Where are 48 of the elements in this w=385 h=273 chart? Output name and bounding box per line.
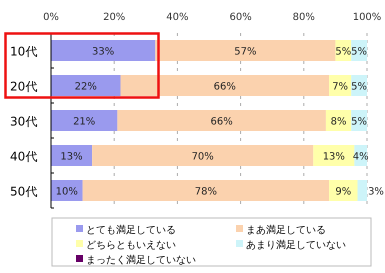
bar [51,75,121,96]
data-label: 10% [56,186,78,198]
x-tick-label: 100% [352,12,382,23]
legend-label: あまり満足していない [246,239,346,251]
x-tick-label: 40% [166,12,189,23]
bar [117,110,326,131]
bar [92,145,314,166]
legend-label: どちらともいえない [86,240,176,251]
data-label: 3% [368,186,384,198]
legend-label: とても満足している [86,224,176,236]
data-label: 33% [92,46,114,58]
y-tick-label: 40代 [10,150,38,164]
data-label: 4% [352,152,369,162]
bar [329,180,358,201]
data-label: 13% [60,152,83,162]
data-label: 5% [351,116,368,128]
bar [51,145,92,166]
x-tick-label: 0% [43,12,59,23]
y-tick-label: 50代 [10,184,38,198]
x-tick-label: 80% [292,12,315,23]
bar [120,75,330,96]
data-label: 9% [335,186,352,198]
bar [155,40,336,61]
y-tick-label: 20代 [10,80,38,94]
data-label: 70% [192,152,214,162]
y-tick-label: 30代 [10,114,38,128]
data-label: 66% [214,82,236,92]
legend-label: まあ満足している [246,224,326,236]
bar [51,110,118,131]
bar [358,180,367,201]
data-label: 7% [332,82,348,92]
data-label: 5% [335,46,352,58]
x-tick-label: 60% [229,12,252,23]
data-label: 8% [330,116,346,128]
x-tick-label: 20% [103,12,126,23]
y-tick-label: 10代 [10,44,38,58]
data-label: 57% [234,46,256,58]
data-label: 13% [322,152,345,162]
data-label: 66% [210,116,233,128]
data-label: 5% [351,46,368,58]
data-label: 5% [351,82,368,92]
data-label: 21% [73,116,96,128]
legend-label: まったく満足していない [86,254,196,266]
data-label: 22% [74,82,97,92]
bar [82,180,330,201]
data-label: 78% [194,186,217,198]
bar [313,145,354,166]
bar [51,40,156,61]
